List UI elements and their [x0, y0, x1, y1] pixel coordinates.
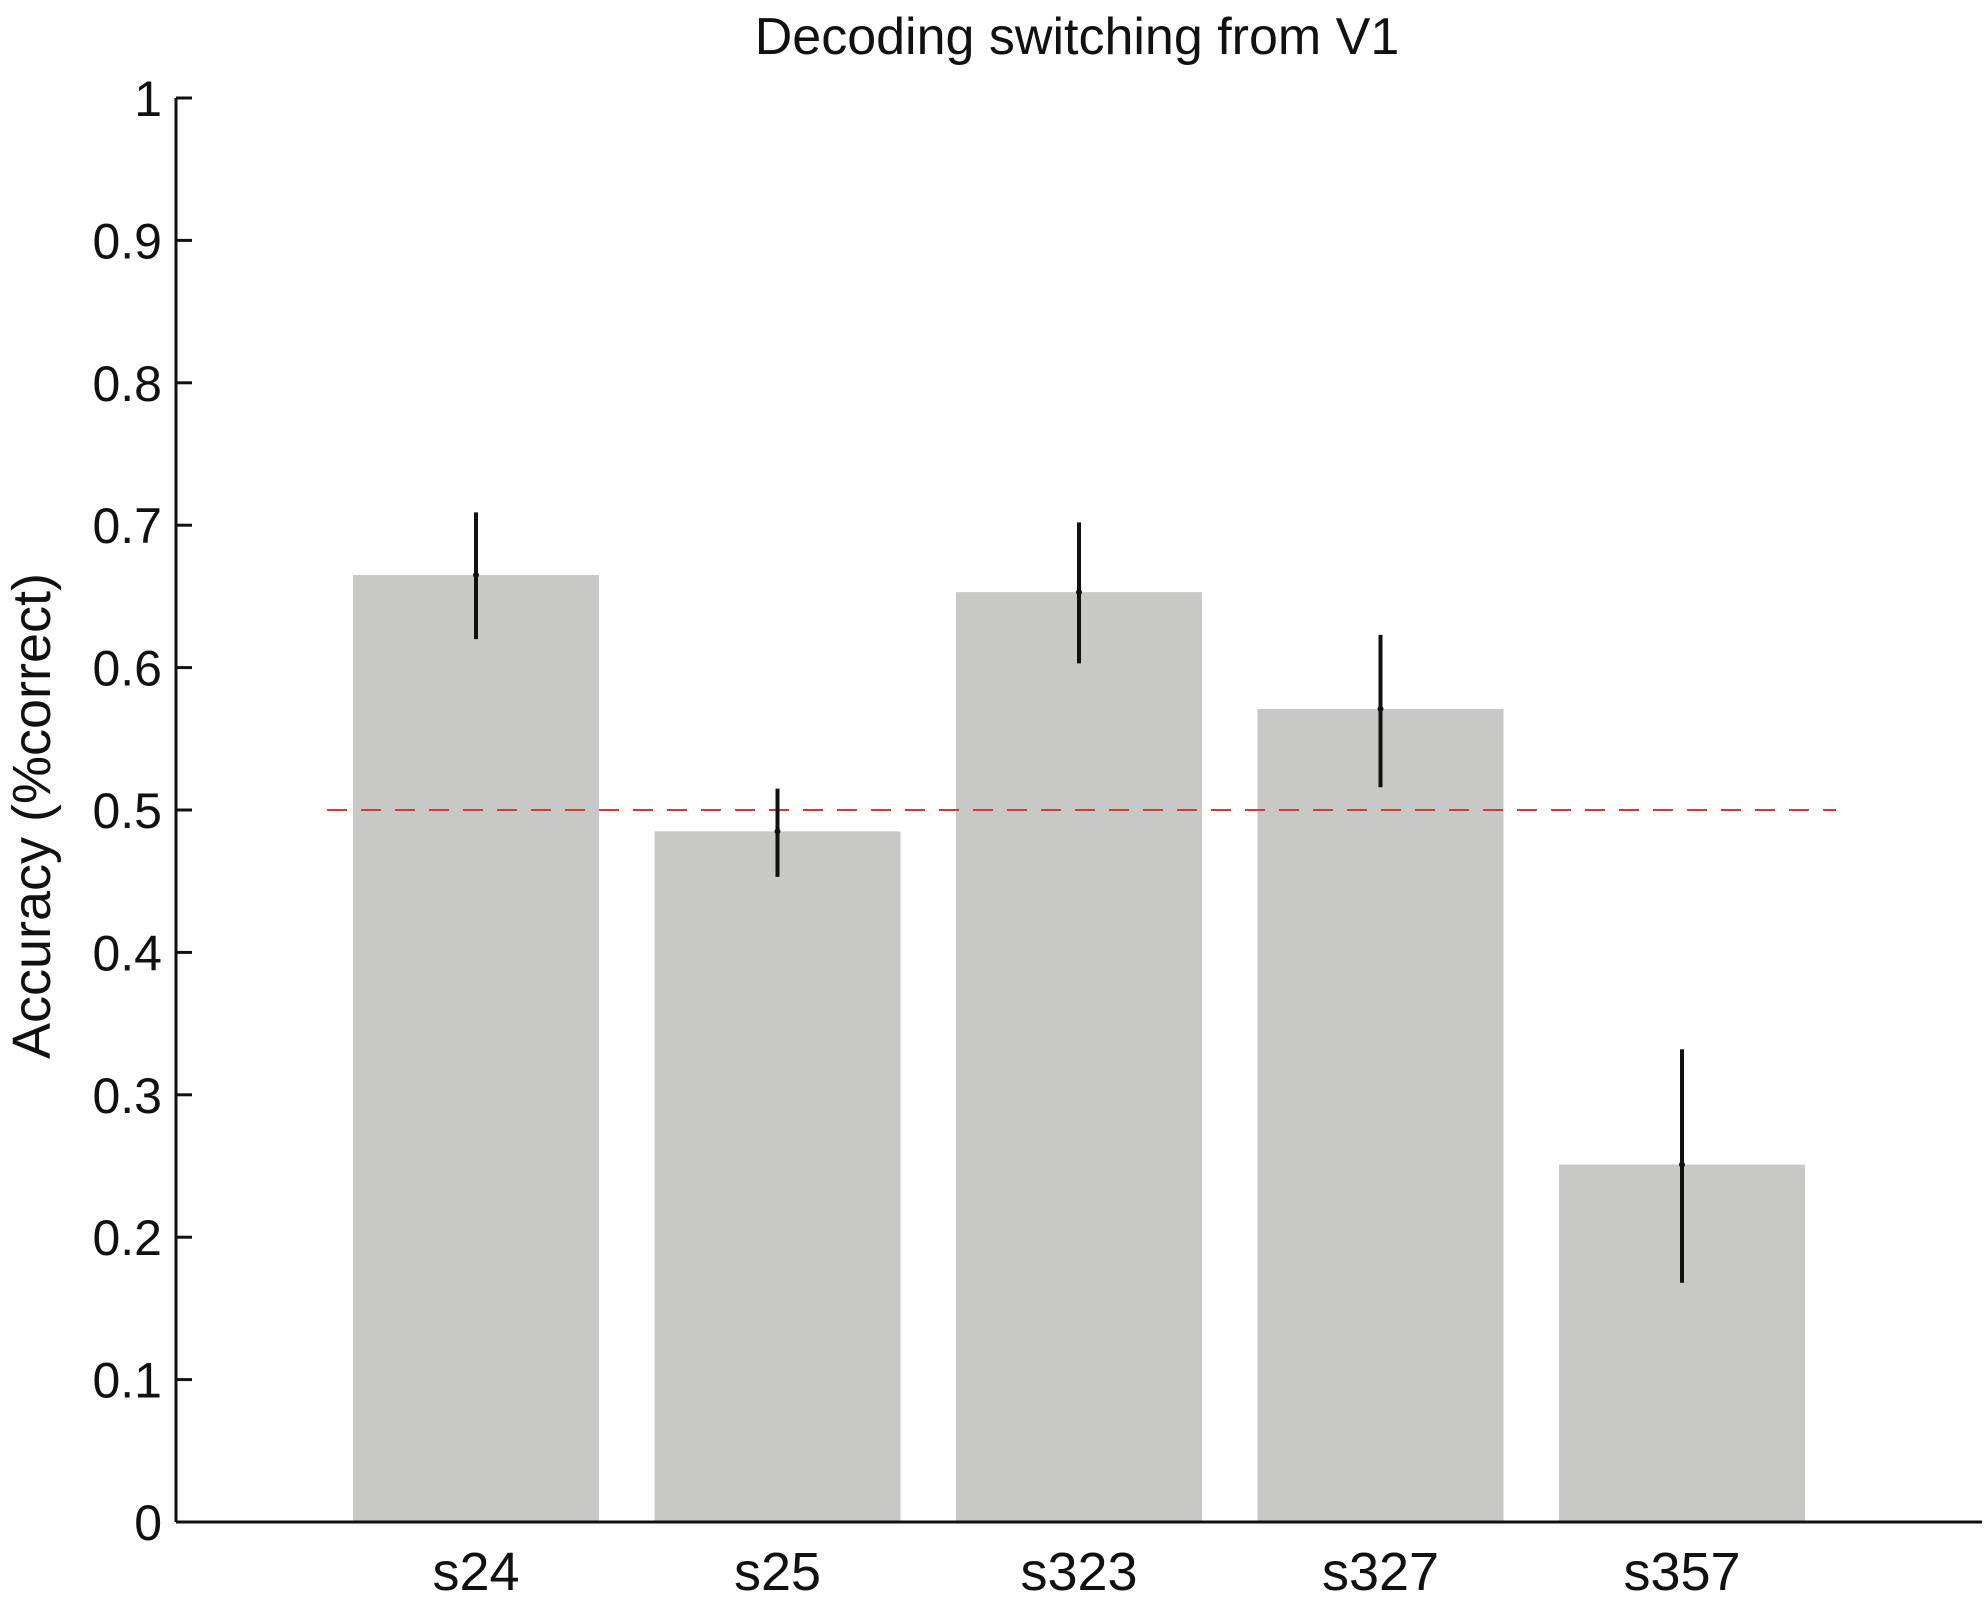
bar-s327	[1257, 708, 1504, 1522]
y-tick-label: 0.2	[92, 1210, 162, 1266]
mean-marker-s24	[473, 572, 479, 579]
y-tick-label: 0.9	[92, 213, 162, 269]
x-tick-label-s327: s327	[1322, 1542, 1439, 1602]
y-tick-label: 0.7	[92, 498, 162, 554]
mean-marker-s323	[1076, 589, 1082, 596]
bar-s25	[654, 831, 901, 1522]
y-tick-label: 1	[134, 71, 162, 127]
y-tick-label: 0	[134, 1495, 162, 1551]
y-tick-label: 0.3	[92, 1068, 162, 1124]
mean-marker-s327	[1377, 705, 1384, 712]
x-tick-label-s323: s323	[1020, 1542, 1137, 1602]
y-tick-label: 0.8	[92, 356, 162, 412]
bar-s24	[353, 575, 599, 1522]
y-axis-label: Accuracy (%correct)	[2, 573, 62, 1059]
y-tick-label: 0.1	[92, 1353, 162, 1409]
axes-layer: 0 0.1 0.2 0.3 0.4 0.5 0.6 0.7 0.8 0.9 1 s24 s25 s323 s…	[92, 71, 1982, 1602]
chart-title: Decoding switching from V1	[755, 8, 1400, 66]
bars-layer	[353, 575, 1805, 1522]
mean-marker-s357	[1679, 1161, 1685, 1168]
x-tick-label-s25: s25	[734, 1542, 821, 1602]
y-tick-label: 0.5	[92, 783, 162, 839]
error-bars-layer	[473, 512, 1685, 1283]
y-tick-label: 0.6	[92, 641, 162, 697]
x-tick-label-s24: s24	[432, 1542, 519, 1602]
mean-marker-s25	[774, 828, 781, 835]
x-tick-label-s357: s357	[1623, 1542, 1740, 1602]
bar-s323	[956, 592, 1202, 1522]
y-tick-label: 0.4	[92, 925, 162, 981]
